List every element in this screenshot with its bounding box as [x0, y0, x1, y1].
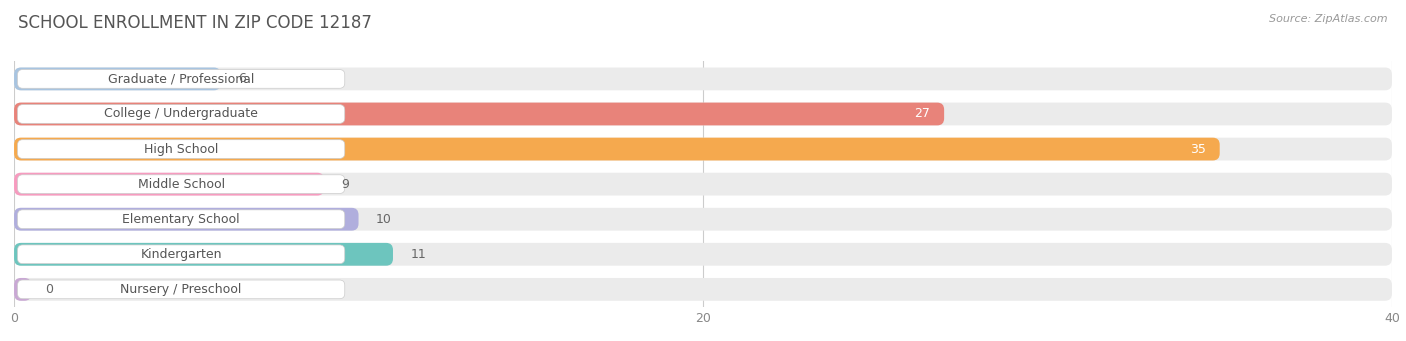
Text: 11: 11	[411, 248, 426, 261]
FancyBboxPatch shape	[17, 70, 344, 88]
FancyBboxPatch shape	[17, 175, 344, 193]
FancyBboxPatch shape	[14, 138, 1392, 161]
Text: 10: 10	[375, 213, 392, 226]
Text: Kindergarten: Kindergarten	[141, 248, 222, 261]
FancyBboxPatch shape	[17, 280, 344, 299]
FancyBboxPatch shape	[14, 208, 359, 231]
Text: College / Undergraduate: College / Undergraduate	[104, 107, 259, 120]
Text: Elementary School: Elementary School	[122, 213, 240, 226]
Text: 35: 35	[1189, 143, 1206, 155]
Text: Nursery / Preschool: Nursery / Preschool	[121, 283, 242, 296]
Text: 27: 27	[914, 107, 931, 120]
FancyBboxPatch shape	[14, 68, 221, 90]
FancyBboxPatch shape	[14, 173, 1392, 195]
FancyBboxPatch shape	[14, 208, 1392, 231]
FancyBboxPatch shape	[14, 138, 1219, 161]
FancyBboxPatch shape	[17, 210, 344, 228]
FancyBboxPatch shape	[17, 105, 344, 123]
FancyBboxPatch shape	[14, 103, 945, 125]
Text: 0: 0	[45, 283, 53, 296]
Text: Middle School: Middle School	[138, 178, 225, 191]
FancyBboxPatch shape	[14, 173, 325, 195]
FancyBboxPatch shape	[17, 245, 344, 264]
Text: 6: 6	[238, 72, 246, 85]
Text: SCHOOL ENROLLMENT IN ZIP CODE 12187: SCHOOL ENROLLMENT IN ZIP CODE 12187	[18, 14, 373, 32]
Text: High School: High School	[143, 143, 218, 155]
FancyBboxPatch shape	[14, 278, 31, 301]
FancyBboxPatch shape	[14, 243, 394, 266]
FancyBboxPatch shape	[14, 103, 1392, 125]
Text: 9: 9	[342, 178, 349, 191]
Text: Source: ZipAtlas.com: Source: ZipAtlas.com	[1270, 14, 1388, 24]
Text: Graduate / Professional: Graduate / Professional	[108, 72, 254, 85]
FancyBboxPatch shape	[14, 68, 1392, 90]
FancyBboxPatch shape	[17, 140, 344, 159]
FancyBboxPatch shape	[14, 278, 1392, 301]
FancyBboxPatch shape	[14, 243, 1392, 266]
